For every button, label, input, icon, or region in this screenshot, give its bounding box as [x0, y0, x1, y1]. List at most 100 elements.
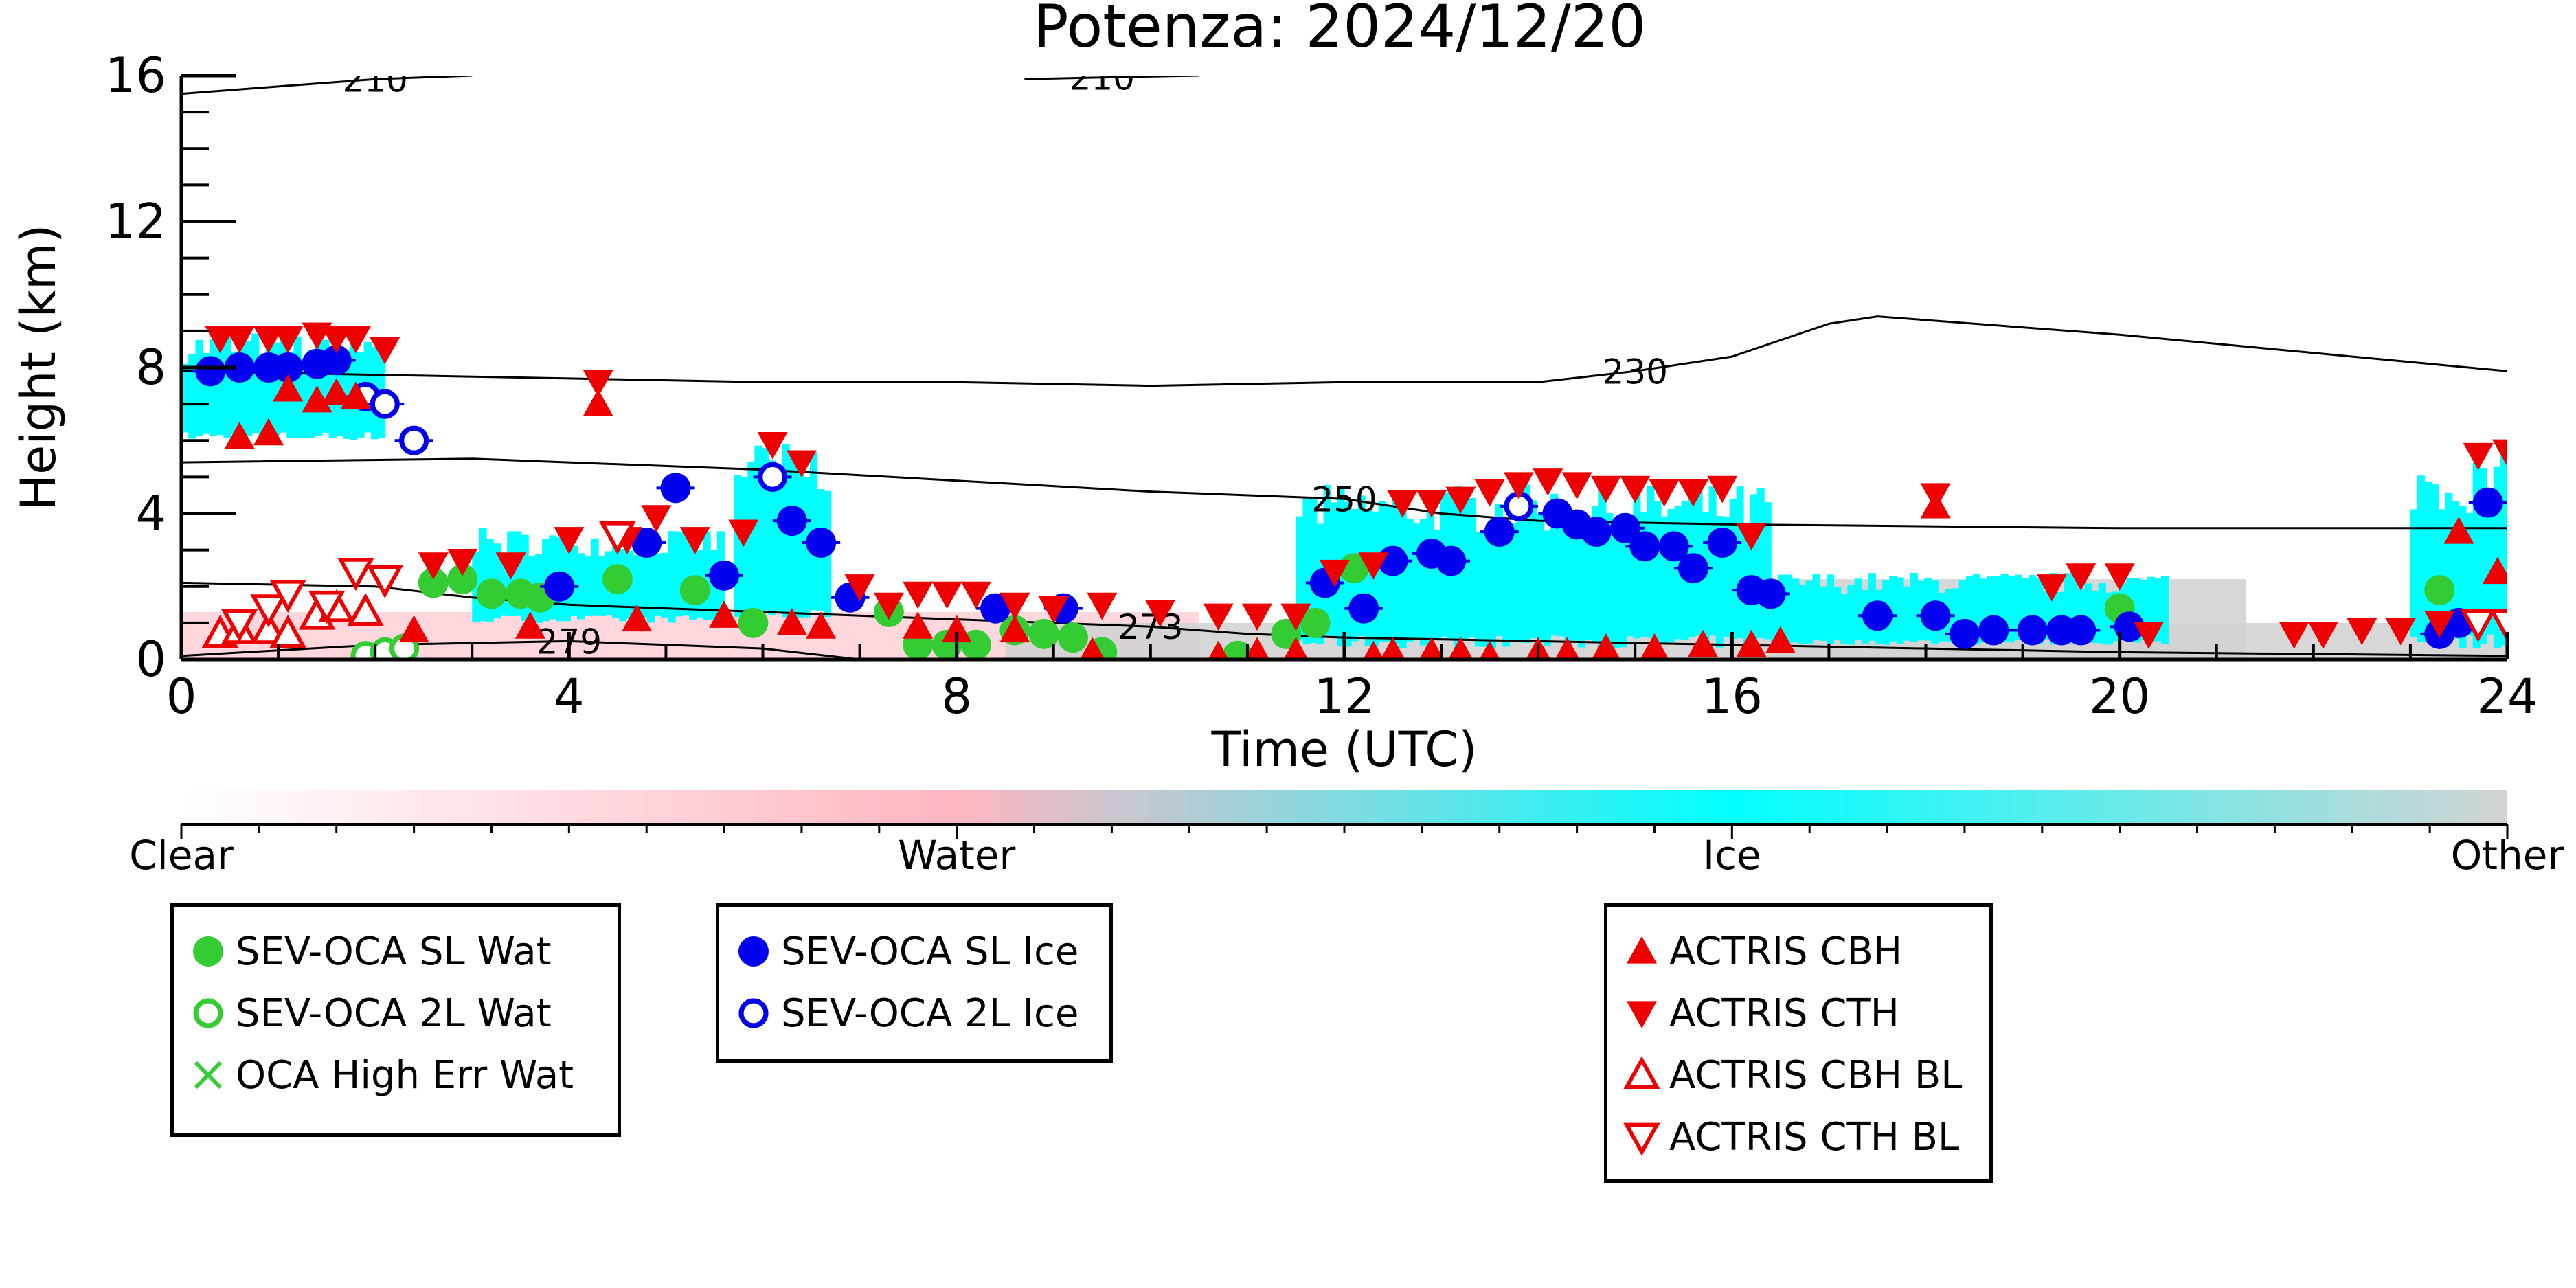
ice-column: [1419, 519, 1427, 646]
legend-marker: [193, 936, 223, 967]
legend-item: SEV-OCA SL Ice: [719, 920, 1109, 982]
ice-column: [479, 528, 487, 622]
data-point: [495, 552, 526, 580]
ice-column: [789, 456, 797, 620]
y-tick-label: 8: [135, 339, 166, 396]
data-point: [2066, 615, 2097, 646]
data-point: [250, 611, 287, 644]
data-point: [302, 385, 332, 413]
ice-column: [1993, 576, 2002, 644]
ice-column: [1612, 533, 1620, 648]
x-axis-label: Time (UTC): [1211, 721, 1478, 778]
data-point: [1677, 553, 1708, 584]
ice-column: [591, 538, 599, 616]
legend-marker: [738, 936, 769, 967]
data-point: [1474, 479, 1505, 507]
ice-column: [1889, 576, 1897, 642]
data-point: [903, 581, 934, 609]
data-point: [1649, 479, 1680, 507]
colorbar-label: Other: [2451, 832, 2564, 879]
ice-column: [1578, 525, 1586, 648]
ice-column: [2133, 578, 2141, 643]
legend-item: ACTRIS CBH BL: [1607, 1044, 1989, 1106]
series-sev-oca-sl-ice: [191, 345, 2507, 649]
data-point: [1436, 545, 1467, 576]
contour-line: [181, 457, 2507, 530]
ice-column: [1399, 496, 1407, 648]
legend-item: SEV-OCA 2L Ice: [719, 982, 1109, 1044]
ice-column: [1571, 523, 1579, 641]
data-point: [269, 579, 306, 613]
ice-column: [1523, 484, 1531, 643]
ice-column: [668, 531, 676, 623]
data-point: [1380, 637, 1405, 659]
ice-column: [2431, 484, 2439, 647]
data-point: [447, 564, 478, 595]
data-point: [1765, 626, 1796, 654]
ice-column: [1805, 580, 1814, 644]
data-point: [776, 506, 807, 536]
ice-column: [1502, 523, 1511, 647]
data-point: [776, 607, 807, 635]
chart-title: Potenza: 2024/12/20: [1033, 0, 1646, 61]
ice-column: [1722, 517, 1730, 637]
legend-label: SEV-OCA SL Ice: [781, 929, 1079, 974]
data-point: [2066, 563, 2097, 591]
data-point: [1416, 490, 1447, 518]
data-point: [631, 528, 662, 558]
ice-column: [1750, 494, 1758, 648]
data-point: [321, 378, 352, 405]
ice-column: [2000, 574, 2009, 642]
ice-column: [2070, 572, 2079, 644]
ice-column: [307, 350, 316, 438]
data-point: [728, 519, 759, 547]
data-point: [1348, 593, 1379, 624]
data-point: [1590, 475, 1621, 504]
data-point: [1222, 640, 1253, 659]
series-sev-oca-2l-wat: [350, 633, 420, 659]
data-point: [321, 326, 352, 354]
ice-column: [2417, 475, 2426, 642]
ice-column: [1467, 497, 1476, 637]
data-point: [224, 326, 255, 354]
ice-column: [2007, 576, 2015, 643]
data-point: [1087, 592, 1118, 620]
ice-column: [633, 555, 641, 618]
data-point: [1707, 475, 1738, 504]
ice-column: [1819, 586, 1827, 641]
data-point: [2036, 574, 2067, 602]
data-point: [273, 352, 304, 383]
legend-ice: SEV-OCA SL Ice SEV-OCA 2L Ice: [716, 903, 1113, 1063]
data-point: [2463, 442, 2494, 471]
ice-column: [2424, 481, 2432, 643]
ice-region: [1770, 572, 2169, 645]
ice-column: [1309, 497, 1318, 643]
ice-column: [1674, 506, 1682, 640]
ice-column: [1792, 578, 1800, 643]
legend-label: SEV-OCA 2L Wat: [236, 991, 552, 1036]
ice-column: [1460, 496, 1469, 641]
colorbar-label: Clear: [129, 832, 234, 879]
legend-marker-shape: [738, 936, 769, 967]
ice-column: [646, 542, 655, 623]
ice-column: [321, 339, 330, 433]
data-point: [679, 575, 710, 606]
data-point: [418, 567, 449, 598]
ice-column: [1647, 486, 1655, 638]
data-point: [366, 565, 404, 598]
ice-column: [761, 448, 769, 614]
ice-column: [1896, 577, 1904, 644]
data-point: [221, 609, 258, 642]
data-point: [1280, 603, 1311, 631]
ice-column: [1812, 574, 1820, 640]
data-point: [1658, 531, 1689, 562]
data-point: [1640, 633, 1669, 659]
legend-item: ACTRIS CTH BL: [1607, 1106, 1989, 1168]
legend-marker-shape: [1623, 1056, 1660, 1089]
data-point: [873, 592, 904, 620]
ice-column: [1917, 580, 1925, 641]
ice-column: [577, 553, 585, 620]
data-point: [2104, 563, 2135, 591]
legend-item: SEV-OCA 2L Wat: [174, 982, 618, 1044]
legend-marker-shape: [1627, 936, 1657, 964]
